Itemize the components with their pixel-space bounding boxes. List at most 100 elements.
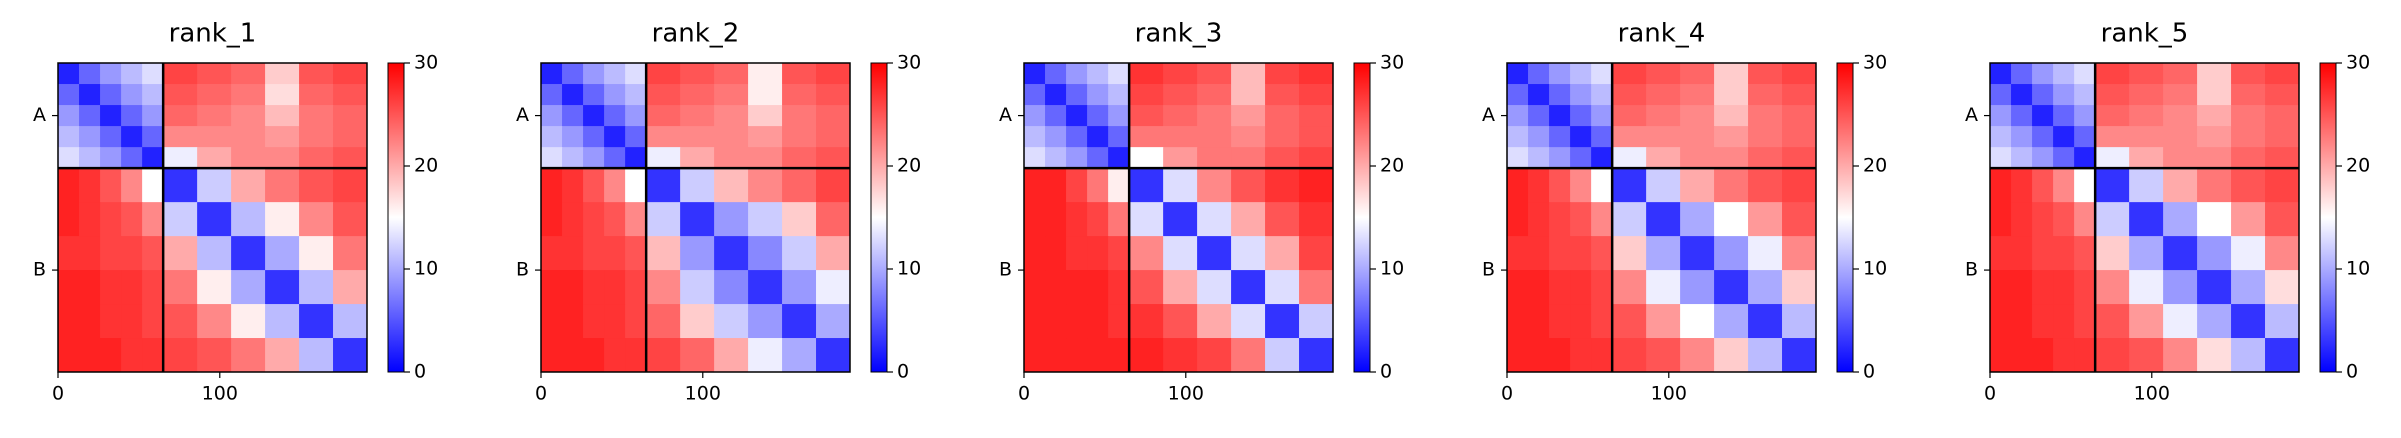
heatmap-cell xyxy=(231,84,266,106)
heatmap-cell xyxy=(1087,236,1109,271)
heatmap-cell xyxy=(1591,84,1613,106)
heatmap-cell xyxy=(1087,126,1109,148)
heatmap-cell xyxy=(1129,63,1164,85)
heatmap-cell xyxy=(1129,236,1164,271)
heatmap-cell xyxy=(333,105,368,127)
heatmap-cell xyxy=(1646,270,1681,305)
heatmap-cell xyxy=(2163,147,2198,169)
heatmap-cell xyxy=(1231,63,1266,85)
heatmap-cell xyxy=(1507,270,1529,305)
heatmap-cell xyxy=(1265,338,1300,373)
heatmap-cell xyxy=(1087,105,1109,127)
heatmap-cell xyxy=(2074,304,2096,339)
heatmap-cell xyxy=(163,270,198,305)
heatmap-cell xyxy=(816,338,851,373)
heatmap-cell xyxy=(1197,84,1232,106)
panel-title: rank_3 xyxy=(1135,19,1223,49)
heatmap-cell xyxy=(1024,105,1046,127)
colorbar-tick-label: 30 xyxy=(897,52,921,74)
heatmap-cell xyxy=(121,168,143,203)
heatmap-cell xyxy=(1197,202,1232,237)
heatmap-cell xyxy=(714,202,749,237)
heatmap-cell xyxy=(2265,63,2300,85)
heatmap-cell xyxy=(604,236,626,271)
heatmap-cell xyxy=(2032,105,2054,127)
x-tick-label: 0 xyxy=(1501,383,1513,405)
heatmap-cell xyxy=(265,270,300,305)
heatmap-cell xyxy=(1990,338,2012,373)
heatmap-cell xyxy=(1299,270,1334,305)
panel-title: rank_1 xyxy=(169,19,257,49)
heatmap-cell xyxy=(1045,270,1067,305)
heatmap-cell xyxy=(1528,304,1550,339)
heatmap-cell xyxy=(604,126,626,148)
heatmap-cell xyxy=(2197,236,2232,271)
colorbar-tick-label: 20 xyxy=(897,155,921,177)
heatmap-cell xyxy=(562,236,584,271)
heatmap-cell xyxy=(2163,202,2198,237)
heatmap-cell xyxy=(100,84,122,106)
heatmap-cell xyxy=(1197,168,1232,203)
heatmap-cell xyxy=(680,304,715,339)
heatmap-cell xyxy=(2053,236,2075,271)
colorbar-tick-label: 30 xyxy=(414,52,438,74)
heatmap-cell xyxy=(1265,202,1300,237)
heatmap-cell xyxy=(2129,147,2164,169)
heatmap-cell xyxy=(583,168,605,203)
colorbar-tick-label: 0 xyxy=(1380,361,1392,383)
heatmap-cell xyxy=(2197,338,2232,373)
heatmap-cell xyxy=(748,126,783,148)
heatmap-cell xyxy=(583,236,605,271)
heatmap-cell xyxy=(1265,304,1300,339)
heatmap-cell xyxy=(2032,168,2054,203)
heatmap-cell xyxy=(1299,147,1334,169)
heatmap-cell xyxy=(142,126,164,148)
heatmap-cell xyxy=(1549,338,1571,373)
heatmap-cell xyxy=(2163,168,2198,203)
heatmap-cell xyxy=(1163,168,1198,203)
heatmap-cell xyxy=(1024,147,1046,169)
heatmap-cell xyxy=(1549,84,1571,106)
colorbar-tick-label: 30 xyxy=(2346,52,2370,74)
heatmap-cell xyxy=(121,105,143,127)
heatmap-cell xyxy=(1612,236,1647,271)
heatmap-cell xyxy=(1591,63,1613,85)
heatmap-cell xyxy=(1299,84,1334,106)
heatmap-cell xyxy=(748,63,783,85)
heatmap-cell xyxy=(2129,202,2164,237)
heatmap-cell xyxy=(2074,202,2096,237)
heatmap-cell xyxy=(197,126,232,148)
heatmap-cell xyxy=(816,63,851,85)
heatmap-cell xyxy=(2095,105,2130,127)
heatmap-cell xyxy=(1231,338,1266,373)
heatmap-cell xyxy=(816,105,851,127)
heatmap-cell xyxy=(333,236,368,271)
heatmap-cell xyxy=(748,338,783,373)
x-tick-label: 100 xyxy=(202,383,238,405)
heatmap-cell xyxy=(1066,236,1088,271)
heatmap-cell xyxy=(58,63,80,85)
heatmap-cell xyxy=(1528,202,1550,237)
heatmap-cell xyxy=(625,84,647,106)
heatmap-cell xyxy=(1570,105,1592,127)
heatmap-cell xyxy=(1990,304,2012,339)
heatmap-cell xyxy=(782,304,817,339)
heatmap-cell xyxy=(541,84,563,106)
heatmap-cell xyxy=(1990,126,2012,148)
heatmap-cell xyxy=(1612,338,1647,373)
heatmap-cell xyxy=(1231,84,1266,106)
heatmap-cell xyxy=(748,304,783,339)
heatmap-cell xyxy=(2265,84,2300,106)
heatmap-cell xyxy=(1265,63,1300,85)
heatmap-cell xyxy=(1087,338,1109,373)
heatmap-cell xyxy=(2011,168,2033,203)
heatmap-cell xyxy=(121,270,143,305)
heatmap-cell xyxy=(1646,202,1681,237)
heatmap-cell xyxy=(1646,236,1681,271)
x-tick-label: 100 xyxy=(2134,383,2170,405)
heatmap-cell xyxy=(816,236,851,271)
heatmap-cell xyxy=(58,126,80,148)
heatmap-cell xyxy=(333,304,368,339)
heatmap-cell xyxy=(333,202,368,237)
heatmap-cell xyxy=(333,168,368,203)
